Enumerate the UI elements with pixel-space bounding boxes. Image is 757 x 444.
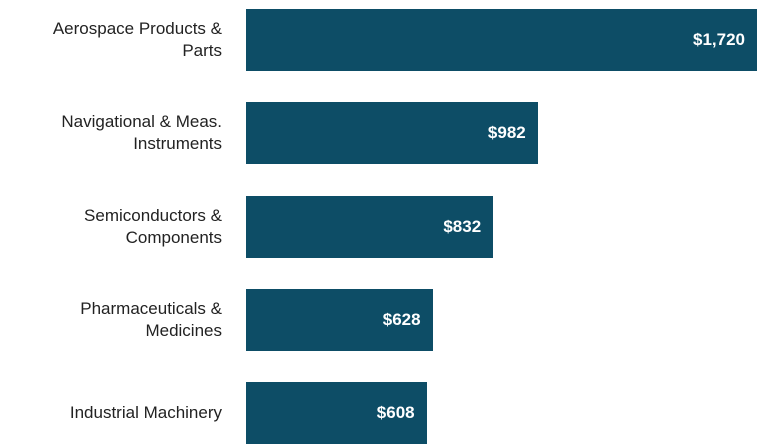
category-label: Semiconductors & Components xyxy=(84,205,222,247)
value-label: $1,720 xyxy=(693,30,745,49)
bar: $832 xyxy=(246,195,494,258)
bar: $982 xyxy=(246,102,538,165)
bar: $1,720 xyxy=(246,9,757,71)
bar: $608 xyxy=(246,382,427,444)
value-label: $608 xyxy=(376,403,415,423)
category-label: Industrial Machinery xyxy=(69,403,222,423)
value-label: $832 xyxy=(443,216,482,236)
category-label: Navigational & Meas. Instruments xyxy=(61,112,222,154)
value-label: $628 xyxy=(382,309,421,329)
bar: $628 xyxy=(246,288,433,351)
category-label: Pharmaceuticals & Medicines xyxy=(80,298,222,340)
category-label: Aerospace Products & Parts xyxy=(52,19,222,60)
value-label: $982 xyxy=(487,123,526,143)
